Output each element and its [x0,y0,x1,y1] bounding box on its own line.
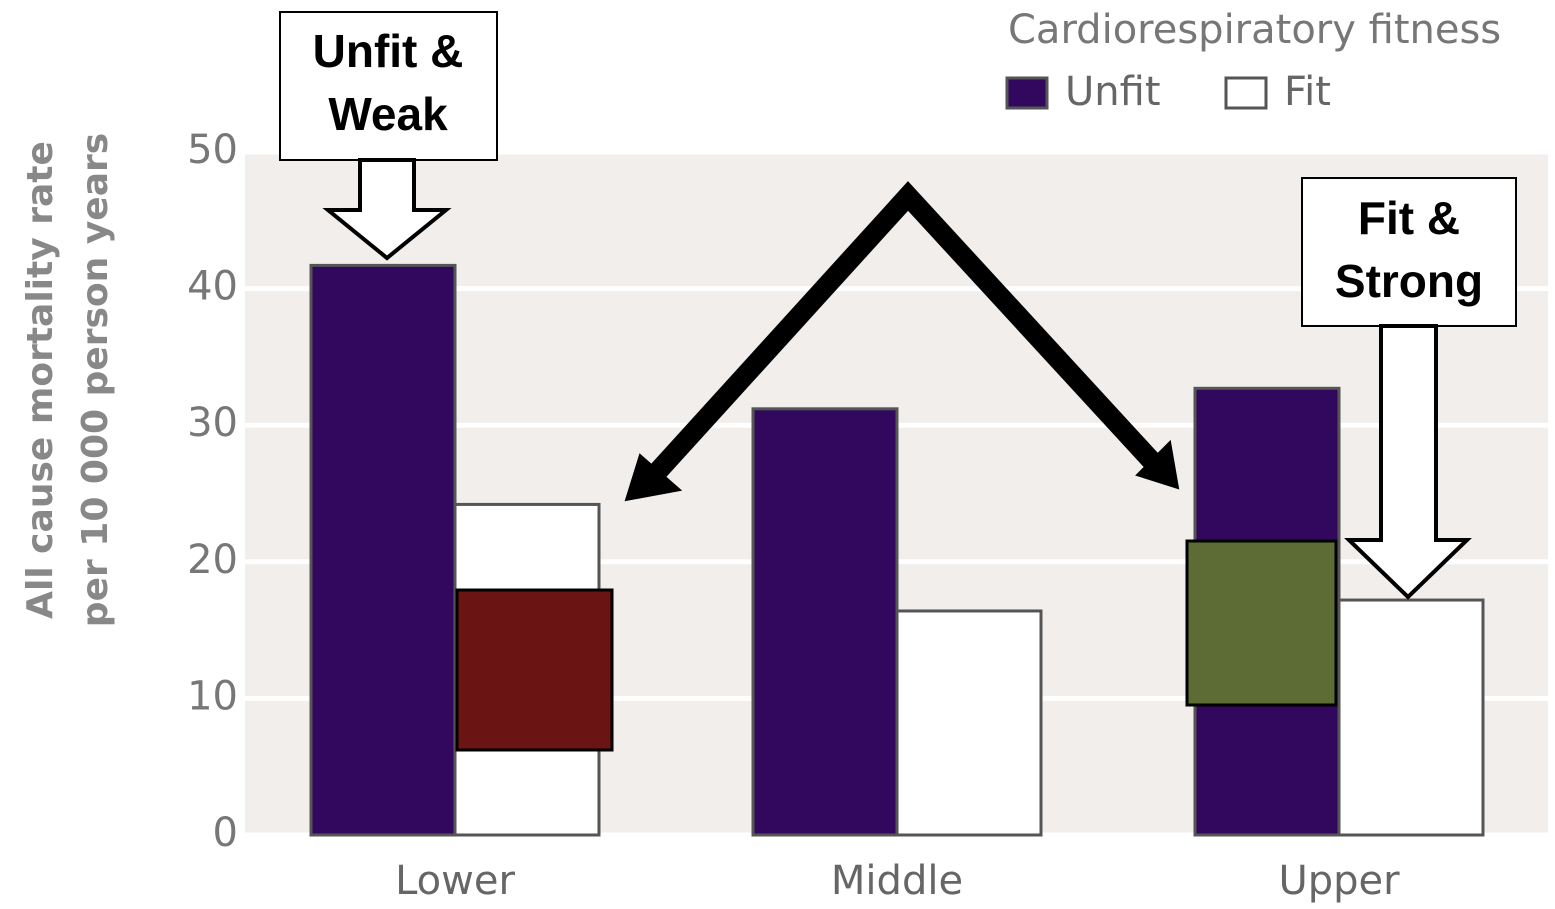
bar [751,407,899,837]
y-axis-label: All cause mortality rate [20,141,61,619]
bar [309,263,457,837]
y-tick-label: 40 [187,264,238,310]
y-tick-label: 50 [187,127,238,173]
annotation-box [279,11,498,161]
y-tick-label: 30 [187,400,238,446]
annotation: Fit & [1358,192,1460,244]
y-axis-label: per 10 000 person years [75,133,116,627]
marks: 0 10 20 30 40 50 Lower Middle Upper [187,127,1548,904]
y-tick-label: 10 [187,673,238,719]
arrow-path [642,181,1168,487]
annotation: Unfit & [313,25,464,77]
y-tick-label: 20 [187,537,238,583]
legend-swatch [1005,76,1049,110]
legend-swatch [1224,76,1268,110]
bar [1337,598,1485,837]
annotation: Weak [328,88,448,140]
x-tick-label: Lower [395,858,515,904]
image-flash [455,588,614,752]
x-tick-label: Upper [1278,858,1400,904]
annotation-box [1301,177,1517,327]
hollow-arrow [322,158,452,261]
annotation: Strong [1335,255,1483,307]
image-hulk [1185,539,1338,707]
bar [895,609,1043,837]
x-tick-label: Middle [831,858,963,904]
legend: Unfit Fit [1005,69,1331,115]
legend-label: Fit [1284,69,1331,115]
arrows [624,181,1180,502]
arrowhead [624,453,683,502]
arrowhead [1135,439,1180,490]
legend-label: Unfit [1065,69,1161,115]
y-tick-label: 0 [213,810,238,856]
hollow-arrow [1344,324,1472,600]
legend-title: Cardiorespiratory fitness [1008,7,1501,53]
